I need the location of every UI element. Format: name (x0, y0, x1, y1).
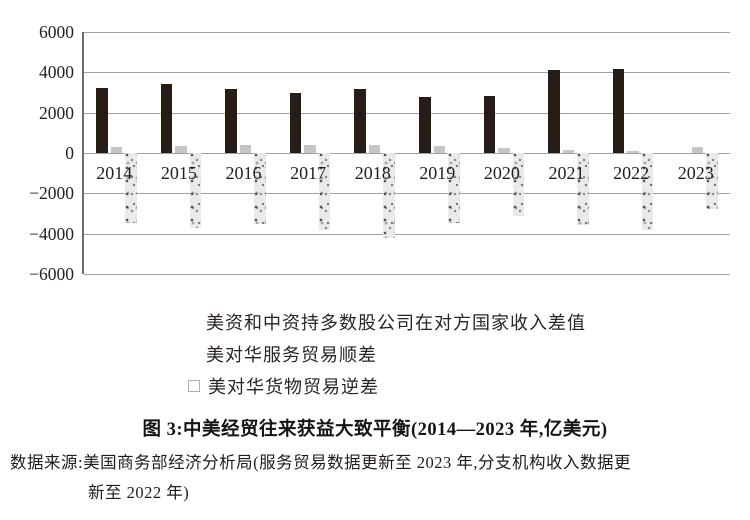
x-axis-tick-2018: 2018 (354, 163, 391, 183)
bar-series1-2015 (175, 146, 187, 153)
x-axis-tick-2014: 2014 (96, 163, 133, 183)
bar-series1-2016 (239, 145, 252, 153)
bar-series1-2014 (110, 147, 122, 153)
gridline-y-2000 (84, 112, 730, 114)
x-axis-tick-2021: 2021 (548, 163, 585, 183)
x-axis-tick-2017: 2017 (290, 163, 327, 183)
y-axis-tick-−4000: −4000 (29, 223, 74, 244)
legend-marker-speckled-icon (188, 380, 200, 392)
y-axis-tick-0: 0 (65, 143, 74, 163)
gridline-y-−2000 (84, 193, 730, 195)
bar-series2-2015 (189, 153, 202, 228)
x-axis-tick-2023: 2023 (677, 163, 714, 183)
bar-series2-2023 (706, 153, 718, 210)
x-axis-tick-2020: 2020 (483, 163, 520, 183)
bar-series2-2018 (383, 153, 395, 238)
gridline-y-4000 (84, 72, 730, 74)
bar-series2-2022 (641, 153, 654, 230)
bar-series2-2020 (512, 153, 525, 216)
legend-item-services-surplus: 美对华服务贸易顺差 (188, 338, 586, 370)
bar-series1-2019 (433, 145, 445, 153)
bar-series1-2018 (368, 144, 381, 153)
plot-area (82, 32, 730, 275)
data-source-line2: 新至 2022 年) (88, 483, 190, 502)
x-axis-tick-2016: 2016 (225, 163, 262, 183)
bar-series1-2017 (304, 144, 316, 153)
gridline-y-−4000 (84, 233, 730, 235)
bar-series0-2016 (225, 89, 237, 153)
y-axis-tick-2000: 2000 (39, 102, 74, 123)
bar-series1-2023 (691, 146, 704, 153)
legend-label-goods-deficit: 美对华货物贸易逆差 (208, 377, 379, 397)
bar-series2-2014 (125, 153, 137, 223)
y-axis-tick-4000: 4000 (39, 62, 74, 83)
bar-series1-2022 (627, 150, 639, 153)
y-axis-tick-−2000: −2000 (29, 183, 74, 204)
bar-series2-2016 (254, 153, 266, 224)
legend-label-income-diff: 美资和中资持多数股公司在对方国家收入差值 (206, 313, 586, 333)
gridline-y-6000 (84, 32, 730, 33)
bar-series0-2018 (354, 89, 366, 153)
bar-series2-2019 (448, 153, 460, 223)
y-axis-tick-6000: 6000 (39, 22, 74, 42)
bar-series0-2021 (548, 70, 560, 153)
gridline-y-0 (84, 153, 730, 154)
bar-series1-2021 (562, 149, 575, 153)
figure-caption: 图 3:中美经贸往来获益大致平衡(2014—2023 年,亿美元) (142, 420, 608, 440)
x-axis-tick-2022: 2022 (613, 163, 650, 183)
bar-series0-2015 (160, 84, 173, 153)
data-source-line1: 数据来源:美国商务部经济分析局(服务贸易数据更新至 2023 年,分支机构收入数… (10, 453, 631, 472)
legend-marker-black-icon (188, 317, 198, 327)
bar-series1-2020 (498, 147, 510, 153)
bar-series0-2017 (289, 92, 302, 153)
bar-series2-2021 (577, 153, 589, 225)
legend-item-goods-deficit: 美对华货物贸易逆差 (188, 370, 586, 402)
y-axis-tick-−6000: −6000 (29, 264, 74, 284)
legend-item-income-diff: 美资和中资持多数股公司在对方国家收入差值 (188, 306, 586, 338)
bar-series2-2017 (318, 153, 331, 230)
bar-series0-2014 (96, 88, 108, 153)
legend-marker-gray-icon (188, 349, 198, 359)
bar-series0-2019 (419, 96, 431, 153)
x-axis-tick-2015: 2015 (160, 163, 197, 183)
x-axis-tick-2019: 2019 (419, 163, 456, 183)
gridline-y-−6000 (84, 274, 730, 275)
bar-series0-2022 (612, 69, 625, 153)
bar-series0-2020 (483, 95, 496, 153)
chart-legend: 美资和中资持多数股公司在对方国家收入差值 美对华服务贸易顺差 美对华货物贸易逆差 (188, 306, 586, 402)
legend-label-services-surplus: 美对华服务贸易顺差 (206, 345, 377, 365)
